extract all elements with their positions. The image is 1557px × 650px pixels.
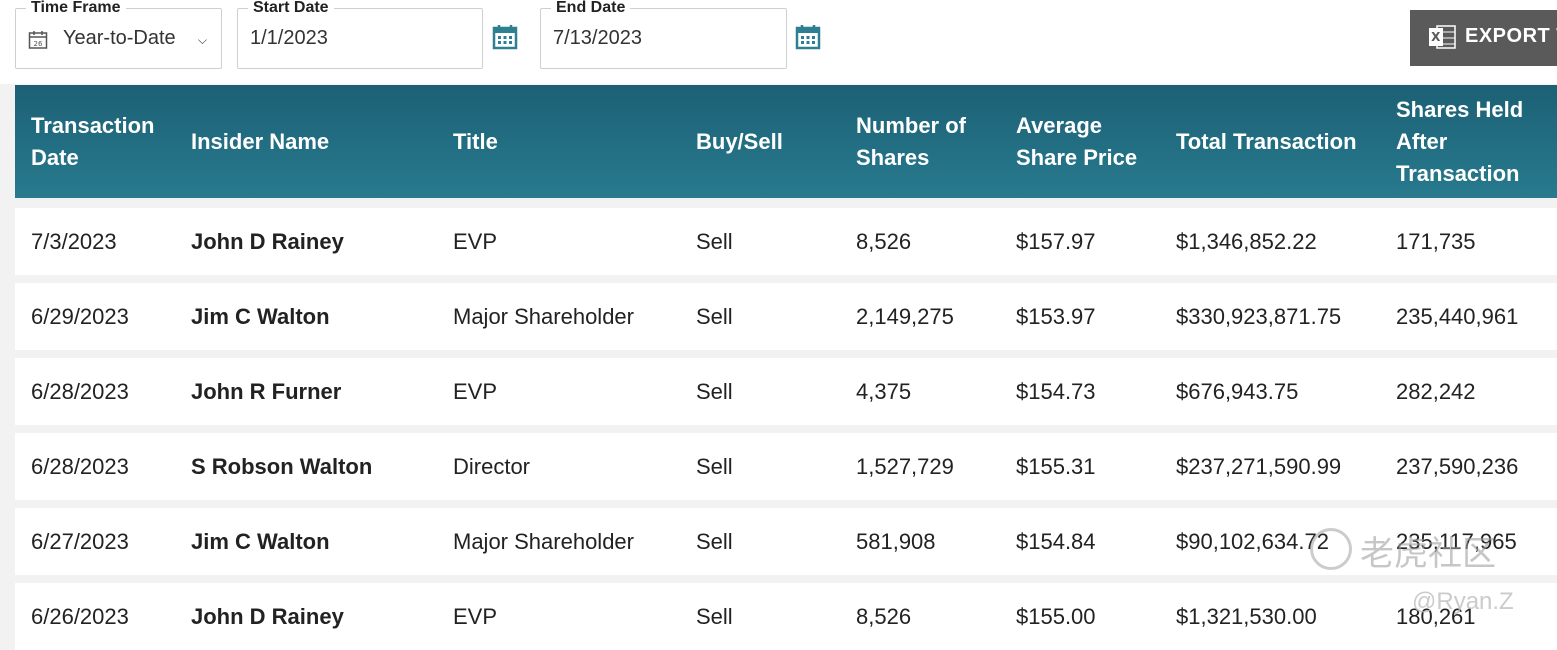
insider-transactions-table: Transaction Date Insider Name Title Buy/… xyxy=(15,85,1557,650)
watermark-user: @Ryan.Z xyxy=(1412,588,1514,615)
end-date-legend: End Date xyxy=(551,0,631,17)
time-frame-select[interactable]: Time Frame 26 Year-to-Date ⌵ xyxy=(15,0,222,69)
start-date-legend: Start Date xyxy=(248,0,334,17)
table-row: 6/28/2023 John R Furner EVP Sell 4,375 $… xyxy=(15,358,1557,425)
cell-buy-sell: Sell xyxy=(680,508,840,575)
cell-total: $1,346,852.22 xyxy=(1160,208,1380,275)
calendar-icon[interactable] xyxy=(492,24,518,50)
cell-shares-held: 235,440,961 xyxy=(1380,283,1557,350)
table-row: 6/27/2023 Jim C Walton Major Shareholder… xyxy=(15,508,1557,575)
time-frame-value: Year-to-Date xyxy=(63,27,176,49)
cell-title: Major Shareholder xyxy=(437,508,680,575)
col-header-transaction-date[interactable]: Transaction Date xyxy=(31,112,155,170)
cell-buy-sell: Sell xyxy=(680,283,840,350)
cell-total: $330,923,871.75 xyxy=(1160,283,1380,350)
cell-title: EVP xyxy=(437,583,680,650)
cell-shares: 8,526 xyxy=(840,208,1000,275)
insider-name-link[interactable]: John D Rainey xyxy=(175,583,437,650)
insider-name-link[interactable]: S Robson Walton xyxy=(175,433,437,500)
col-header-shares-held-after[interactable]: Shares Held After Transaction xyxy=(1396,96,1524,186)
filter-bar: Time Frame 26 Year-to-Date ⌵ Start Date … xyxy=(0,0,1557,84)
col-header-buy-sell[interactable]: Buy/Sell xyxy=(696,128,783,154)
cell-title: Director xyxy=(437,433,680,500)
start-date-field[interactable]: Start Date 1/1/2023 xyxy=(237,0,483,69)
cell-total: $237,271,590.99 xyxy=(1160,433,1380,500)
cell-shares-held: 235,117,965 xyxy=(1380,508,1557,575)
svg-text:26: 26 xyxy=(34,40,43,48)
cell-title: Major Shareholder xyxy=(437,283,680,350)
cell-avg-price: $154.84 xyxy=(1000,508,1160,575)
cell-shares: 581,908 xyxy=(840,508,1000,575)
cell-buy-sell: Sell xyxy=(680,358,840,425)
cell-avg-price: $155.00 xyxy=(1000,583,1160,650)
end-date-field[interactable]: End Date 7/13/2023 xyxy=(540,0,787,69)
cell-avg-price: $153.97 xyxy=(1000,283,1160,350)
insider-name-link[interactable]: John R Furner xyxy=(175,358,437,425)
svg-text:X: X xyxy=(1431,30,1441,44)
time-frame-legend: Time Frame xyxy=(26,0,126,17)
table-header-row: Transaction Date Insider Name Title Buy/… xyxy=(15,85,1557,198)
cell-shares-held: 237,590,236 xyxy=(1380,433,1557,500)
cell-date: 6/28/2023 xyxy=(15,358,175,425)
cell-shares-held: 282,242 xyxy=(1380,358,1557,425)
start-date-input[interactable]: 1/1/2023 xyxy=(250,27,328,49)
chevron-down-icon: ⌵ xyxy=(197,33,207,47)
cell-date: 6/28/2023 xyxy=(15,433,175,500)
cell-buy-sell: Sell xyxy=(680,433,840,500)
cell-avg-price: $155.31 xyxy=(1000,433,1160,500)
cell-date: 6/26/2023 xyxy=(15,583,175,650)
export-button[interactable]: X EXPORT T xyxy=(1410,10,1557,66)
col-header-title[interactable]: Title xyxy=(453,128,498,154)
cell-avg-price: $157.97 xyxy=(1000,208,1160,275)
col-header-total-transaction[interactable]: Total Transaction xyxy=(1176,128,1357,154)
col-header-insider-name[interactable]: Insider Name xyxy=(191,128,330,154)
insider-name-link[interactable]: Jim C Walton xyxy=(175,283,437,350)
cell-title: EVP xyxy=(437,208,680,275)
cell-shares: 1,527,729 xyxy=(840,433,1000,500)
end-date-input[interactable]: 7/13/2023 xyxy=(553,27,642,49)
cell-buy-sell: Sell xyxy=(680,208,840,275)
calendar-icon: 26 xyxy=(28,31,48,49)
cell-buy-sell: Sell xyxy=(680,583,840,650)
cell-shares: 2,149,275 xyxy=(840,283,1000,350)
cell-total: $676,943.75 xyxy=(1160,358,1380,425)
excel-icon: X xyxy=(1429,25,1456,49)
export-label: EXPORT T xyxy=(1465,25,1557,47)
calendar-icon[interactable] xyxy=(795,24,821,50)
cell-date: 6/27/2023 xyxy=(15,508,175,575)
cell-shares-held: 171,735 xyxy=(1380,208,1557,275)
cell-date: 7/3/2023 xyxy=(15,208,175,275)
cell-shares: 4,375 xyxy=(840,358,1000,425)
col-header-number-of-shares[interactable]: Number of Shares xyxy=(856,112,966,170)
watermark-text: 老虎社区 xyxy=(1360,535,1496,573)
insider-name-link[interactable]: Jim C Walton xyxy=(175,508,437,575)
table-row: 7/3/2023 John D Rainey EVP Sell 8,526 $1… xyxy=(15,208,1557,275)
table-row: 6/26/2023 John D Rainey EVP Sell 8,526 $… xyxy=(15,583,1557,650)
cell-date: 6/29/2023 xyxy=(15,283,175,350)
col-header-average-share-price[interactable]: Average Share Price xyxy=(1016,112,1138,170)
table-row: 6/29/2023 Jim C Walton Major Shareholder… xyxy=(15,283,1557,350)
watermark-logo-icon xyxy=(1310,528,1352,570)
table-row: 6/28/2023 S Robson Walton Director Sell … xyxy=(15,433,1557,500)
cell-avg-price: $154.73 xyxy=(1000,358,1160,425)
cell-total: $1,321,530.00 xyxy=(1160,583,1380,650)
insider-name-link[interactable]: John D Rainey xyxy=(175,208,437,275)
cell-title: EVP xyxy=(437,358,680,425)
cell-shares: 8,526 xyxy=(840,583,1000,650)
